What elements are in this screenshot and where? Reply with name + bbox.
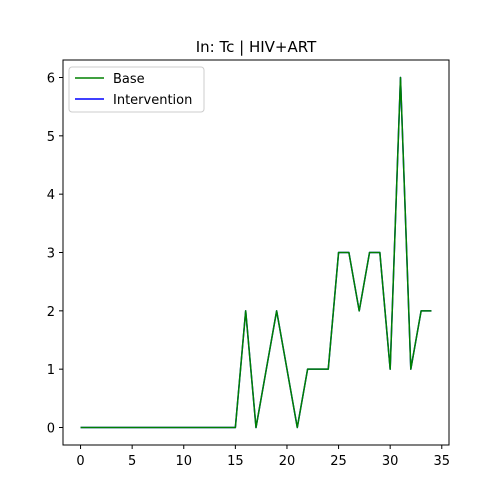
plot-frame [62, 59, 450, 446]
x-tick-label: 5 [128, 454, 136, 469]
x-tick-label: 35 [434, 454, 451, 469]
x-tick-label: 15 [227, 454, 244, 469]
legend: Base Intervention [68, 66, 205, 113]
y-tick-label: 4 [47, 188, 55, 203]
legend-label: Intervention [113, 93, 192, 108]
x-axis: 0 5 10 15 20 25 30 35 [76, 445, 450, 469]
legend-label: Base [113, 72, 145, 87]
series-line-base [80, 76, 432, 429]
series-layer [80, 76, 432, 429]
x-tick-label: 30 [382, 454, 399, 469]
y-tick-label: 0 [47, 422, 55, 437]
y-tick-label: 3 [47, 247, 55, 262]
y-tick-label: 1 [47, 363, 55, 378]
chart-title: In: Tc | HIV+ART [196, 38, 317, 56]
y-tick-label: 6 [47, 72, 55, 87]
x-tick-label: 20 [279, 454, 296, 469]
y-tick-label: 5 [47, 130, 55, 145]
y-axis: 0 1 2 3 4 5 6 [47, 72, 63, 437]
x-tick-label: 0 [76, 454, 84, 469]
x-tick-label: 25 [330, 454, 347, 469]
x-tick-label: 10 [175, 454, 192, 469]
y-tick-label: 2 [47, 305, 55, 320]
